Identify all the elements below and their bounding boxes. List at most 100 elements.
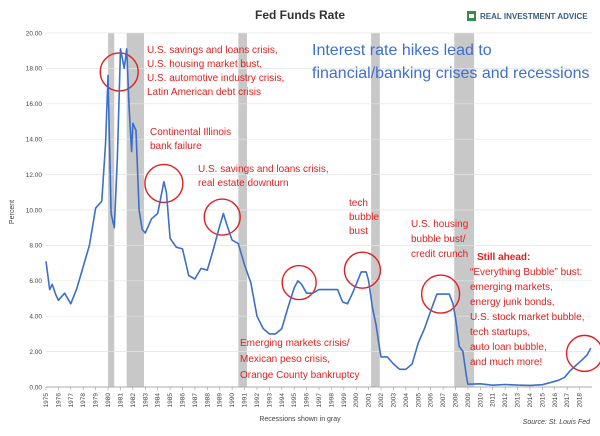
annotation-line: U.S. housing market bust,: [147, 59, 262, 70]
annotation-line: Orange County bankruptcy: [240, 370, 360, 381]
y-tick-label: 8.00: [29, 243, 42, 250]
highlight-circle: [281, 264, 317, 301]
x-tick-label: 2003: [390, 393, 397, 408]
x-tick-label: 2015: [539, 393, 546, 408]
annotation-line: and much more!: [470, 357, 542, 368]
annotation-line: auto loan bubble,: [470, 342, 547, 353]
x-tick-label: 2017: [564, 393, 571, 408]
x-tick-label: 2011: [490, 393, 497, 407]
annotation-line: U.S. housing: [411, 219, 468, 230]
x-tick-label: 1982: [130, 393, 137, 408]
annotation-line: U.S. automotive industry crisis,: [147, 73, 284, 84]
highlight-circle: [565, 334, 600, 373]
x-tick-label: 1984: [155, 393, 162, 408]
x-tick-label: 2006: [428, 393, 435, 408]
highlight-circle: [144, 163, 184, 204]
x-tick-label: 1981: [117, 393, 124, 408]
annotation-still-ahead: Still ahead: “Everything Bubble” bust: e…: [470, 252, 585, 368]
x-tick-label: 2002: [378, 393, 385, 408]
annotation-line: Emerging markets crisis/: [240, 338, 350, 349]
highlight-circle: [343, 251, 382, 289]
x-tick-label: 1977: [68, 393, 75, 408]
annotation-1989: U.S. savings and loans crisis, real esta…: [198, 164, 329, 189]
x-tick-labels: 1975 1976 1977 1978 1979 1980 1981 1982 1983 1984…: [43, 387, 584, 407]
x-tick-label: 2005: [415, 393, 422, 408]
logo: REAL INVESTMENT ADVICE: [467, 11, 588, 21]
y-tick-label: 0.00: [29, 384, 42, 391]
annotation-line: tech: [349, 198, 368, 209]
x-tick-label: 1995: [291, 393, 298, 408]
x-tick-label: 1997: [316, 393, 323, 408]
annotation-line: U.S. savings and loans crisis,: [198, 164, 329, 175]
x-tick-label: 1983: [142, 393, 149, 408]
annotation-line: U.S. savings and loans crisis,: [147, 45, 278, 56]
x-tick-label: 1978: [80, 393, 87, 408]
annotation-line: emerging markets,: [470, 282, 553, 293]
y-tick-label: 14.00: [26, 137, 43, 144]
annotation-1984: Continental Illinois bank failure: [150, 127, 231, 152]
annotation-line: Latin American debt crisis: [147, 87, 261, 98]
y-tick-label: 4.00: [29, 314, 42, 321]
x-tick-label: 2009: [465, 393, 472, 408]
logo-text: REAL INVESTMENT ADVICE: [480, 12, 588, 21]
annotation-line: tech startups,: [470, 327, 530, 338]
annotation-line: Still ahead:: [477, 252, 530, 263]
y-tick-label: 16.00: [26, 101, 43, 108]
x-tick-label: 2016: [552, 393, 559, 408]
annotation-line: “Everything Bubble” bust:: [470, 267, 582, 278]
chart-title: Fed Funds Rate: [255, 8, 345, 22]
x-tick-label: 1979: [93, 393, 100, 408]
x-tick-label: 1988: [204, 393, 211, 408]
annotation-line: bust: [349, 226, 368, 237]
x-tick-label: 2004: [403, 393, 410, 408]
x-tick-label: 2018: [577, 393, 584, 408]
annotation-2000: tech bubble bust: [349, 198, 379, 237]
x-tick-label: 1991: [242, 393, 249, 408]
y-tick-labels: 0.00 2.00 4.00 6.00 8.00 10.00 12.00 14.00 16.00…: [26, 30, 43, 391]
headline: Interest rate hikes lead to financial/ba…: [312, 42, 589, 82]
x-tick-label: 1994: [279, 393, 286, 408]
x-tick-label: 1998: [328, 393, 335, 408]
annotation-line: bubble bust/: [411, 234, 466, 245]
y-tick-label: 20.00: [26, 30, 43, 37]
x-tick-label: 2010: [477, 393, 484, 408]
headline-line: financial/banking crises and recessions: [312, 65, 589, 82]
x-tick-label: 1999: [341, 393, 348, 408]
annotation-line: Continental Illinois: [150, 127, 231, 138]
annotation-line: bank failure: [150, 141, 202, 152]
highlight-circle: [203, 198, 241, 236]
y-tick-label: 6.00: [29, 278, 42, 285]
annotation-1980: U.S. savings and loans crisis, U.S. hous…: [147, 45, 284, 98]
annotation-line: energy junk bonds,: [470, 297, 555, 308]
x-tick-label: 1987: [192, 393, 199, 408]
x-tick-label: 2008: [453, 393, 460, 408]
x-tick-label: 1986: [180, 393, 187, 408]
annotation-line: U.S. stock market bubble,: [470, 312, 585, 323]
annotation-line: bubble: [349, 212, 379, 223]
logo-notch-icon: [469, 14, 474, 18]
y-axis-label: Percent: [9, 200, 16, 224]
y-tick-label: 18.00: [26, 66, 43, 73]
x-tick-label: 1992: [254, 393, 261, 408]
source-note: Source: St. Louis Fed: [523, 419, 591, 426]
annotation-2007: U.S. housing bubble bust/ credit crunch: [411, 219, 468, 260]
annotation-line: Mexican peso crisis,: [240, 354, 330, 365]
y-tick-label: 10.00: [26, 207, 43, 214]
footer-note: Recessions shown in gray: [259, 416, 341, 423]
x-tick-label: 1993: [266, 393, 273, 408]
x-tick-label: 2000: [353, 393, 360, 408]
annotation-line: real estate downturn: [198, 178, 289, 189]
x-tick-label: 1975: [43, 393, 50, 408]
x-tick-label: 1990: [229, 393, 236, 408]
x-tick-label: 2014: [527, 393, 534, 408]
x-tick-label: 2007: [440, 393, 447, 408]
fed-funds-series-line: [45, 48, 592, 387]
x-tick-label: 2001: [366, 393, 373, 408]
y-tick-label: 12.00: [26, 172, 43, 179]
x-tick-label: 1985: [167, 393, 174, 408]
annotation-1995: Emerging markets crisis/ Mexican peso cr…: [240, 338, 360, 381]
y-tick-label: 2.00: [29, 349, 42, 356]
x-tick-label: 1989: [217, 393, 224, 408]
headline-line: Interest rate hikes lead to: [312, 42, 492, 59]
